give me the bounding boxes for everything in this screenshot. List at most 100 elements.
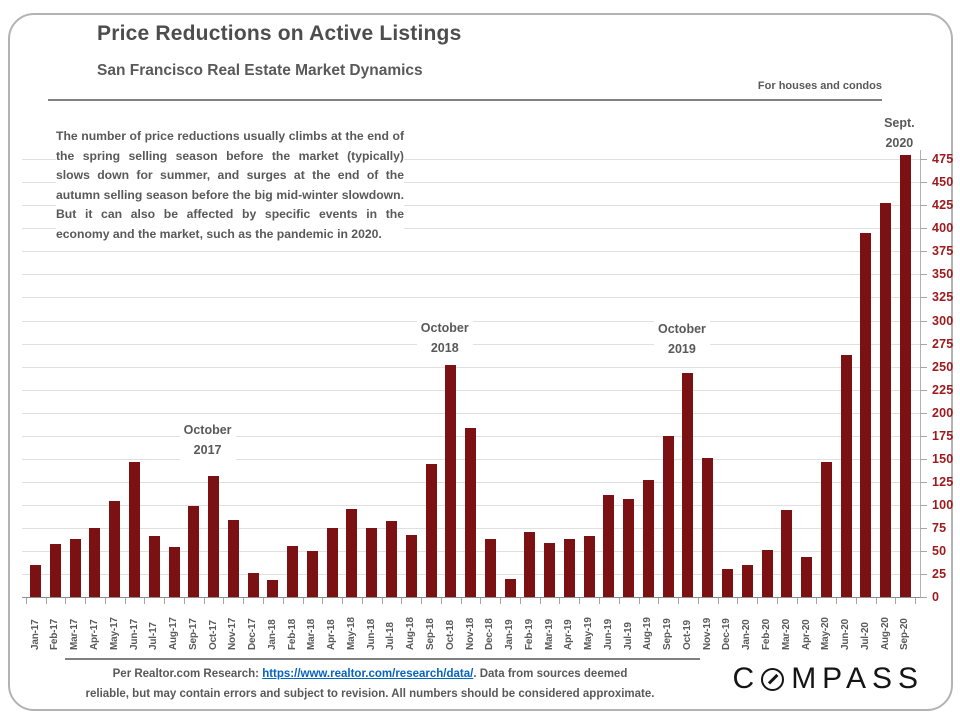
gridline — [22, 412, 920, 414]
x-tick-label: Feb-17 — [49, 618, 61, 650]
y-axis-tick — [920, 527, 927, 529]
x-axis-tick — [203, 598, 205, 604]
y-tick-label: 350 — [932, 267, 954, 282]
x-tick-label: Dec-17 — [247, 618, 259, 650]
x-tick-label: Nov-18 — [464, 617, 476, 650]
bar-Aug-17 — [168, 547, 180, 597]
bar-Feb-19 — [524, 532, 536, 597]
x-axis-tick — [519, 598, 521, 604]
x-tick-label: Aug-17 — [168, 617, 180, 650]
x-axis-tick — [757, 598, 759, 604]
x-tick-label: Nov-19 — [701, 617, 713, 650]
bar-Mar-18 — [306, 550, 318, 597]
x-tick-label: Aug-20 — [879, 617, 891, 650]
bar-Oct-19 — [682, 373, 694, 597]
compass-logo-rest: MPASS — [791, 662, 924, 695]
annotation-Sep-20: Sept. 2020 — [880, 112, 919, 153]
x-tick-label: Jun-20 — [840, 618, 852, 650]
gridline — [22, 182, 920, 184]
x-axis-tick — [836, 598, 838, 604]
x-tick-label: Mar-17 — [69, 618, 81, 650]
x-tick-label: Apr-19 — [563, 619, 575, 650]
y-tick-label: 0 — [932, 590, 940, 604]
x-axis-tick — [816, 598, 818, 604]
x-axis-tick — [104, 598, 106, 604]
y-tick-label: 300 — [932, 313, 954, 328]
x-tick-label: Sep-17 — [187, 618, 199, 650]
y-axis-tick — [920, 343, 927, 345]
bar-Oct-18 — [445, 364, 457, 597]
x-axis-tick — [500, 598, 502, 604]
x-axis-tick — [45, 598, 47, 604]
x-axis-tick — [460, 598, 462, 604]
x-axis-tick — [796, 598, 798, 604]
bar-Nov-19 — [702, 457, 714, 597]
gridline — [22, 389, 920, 391]
y-tick-label: 325 — [932, 290, 954, 305]
x-axis-tick — [401, 598, 403, 604]
y-tick-label: 425 — [932, 198, 954, 213]
x-axis-tick — [25, 598, 27, 604]
y-axis-tick — [920, 182, 927, 184]
source-link[interactable]: https://www.realtor.com/research/data/ — [262, 668, 474, 680]
y-tick-label: 50 — [932, 543, 947, 558]
bar-Jun-19 — [603, 494, 615, 597]
y-axis-tick — [920, 412, 927, 414]
x-axis-tick — [480, 598, 482, 604]
x-axis-tick — [599, 598, 600, 604]
bar-Feb-18 — [287, 546, 299, 597]
x-axis-tick — [440, 598, 442, 604]
gridline — [22, 297, 920, 299]
bar-Mar-17 — [69, 538, 81, 597]
bar-Aug-19 — [642, 479, 654, 597]
x-tick-label: Apr-17 — [88, 619, 100, 650]
x-tick-label: May-20 — [820, 617, 832, 650]
x-axis-tick — [855, 598, 857, 604]
y-axis-tick — [920, 504, 927, 506]
bar-Jun-20 — [840, 354, 852, 597]
x-tick-label: Jul-18 — [385, 622, 397, 650]
annotation-Oct-19: October 2019 — [653, 319, 710, 360]
x-tick-label: Sep-20 — [899, 618, 911, 650]
x-axis-tick — [282, 598, 284, 604]
y-axis-tick — [920, 573, 927, 575]
x-tick-label: Jan-19 — [504, 619, 516, 651]
x-tick-label: Feb-18 — [286, 618, 298, 650]
y-tick-label: 375 — [932, 244, 954, 259]
bar-Jul-17 — [148, 536, 160, 597]
bar-May-20 — [820, 461, 832, 597]
chart-scope-note: For houses and condos — [757, 80, 882, 92]
bar-Feb-17 — [49, 543, 61, 597]
x-axis-tick — [776, 598, 778, 604]
y-tick-label: 100 — [932, 497, 954, 512]
bar-Apr-17 — [89, 527, 101, 597]
x-axis-tick — [678, 598, 680, 604]
compass-logo: C MPASS — [733, 662, 924, 696]
bar-Dec-18 — [484, 538, 496, 597]
x-tick-label: Feb-19 — [523, 618, 535, 650]
x-tick-label: Feb-20 — [761, 618, 772, 650]
y-axis-tick — [920, 274, 927, 276]
bar-Mar-20 — [781, 510, 793, 597]
y-tick-label: 75 — [932, 520, 947, 535]
x-tick-label: May-17 — [108, 617, 120, 650]
bar-Sep-17 — [188, 505, 200, 597]
bar-Jun-17 — [129, 461, 141, 597]
x-tick-label: Dec-19 — [721, 618, 733, 650]
x-axis-tick — [658, 598, 660, 604]
x-axis-tick — [579, 598, 581, 604]
bar-Sep-18 — [425, 464, 437, 597]
bar-May-17 — [109, 501, 121, 597]
gridline — [22, 228, 920, 230]
title-divider — [48, 99, 882, 101]
bar-Jun-18 — [366, 527, 378, 597]
y-axis-tick — [920, 251, 927, 253]
x-axis-tick — [322, 598, 324, 604]
source-note-suffix: . Data from sources deemed — [473, 668, 628, 680]
x-tick-label: Jun-17 — [128, 618, 140, 650]
bar-Nov-17 — [227, 519, 239, 597]
x-tick-label: Mar-20 — [780, 618, 792, 650]
x-axis-tick — [737, 598, 739, 604]
x-axis-tick — [243, 598, 245, 604]
